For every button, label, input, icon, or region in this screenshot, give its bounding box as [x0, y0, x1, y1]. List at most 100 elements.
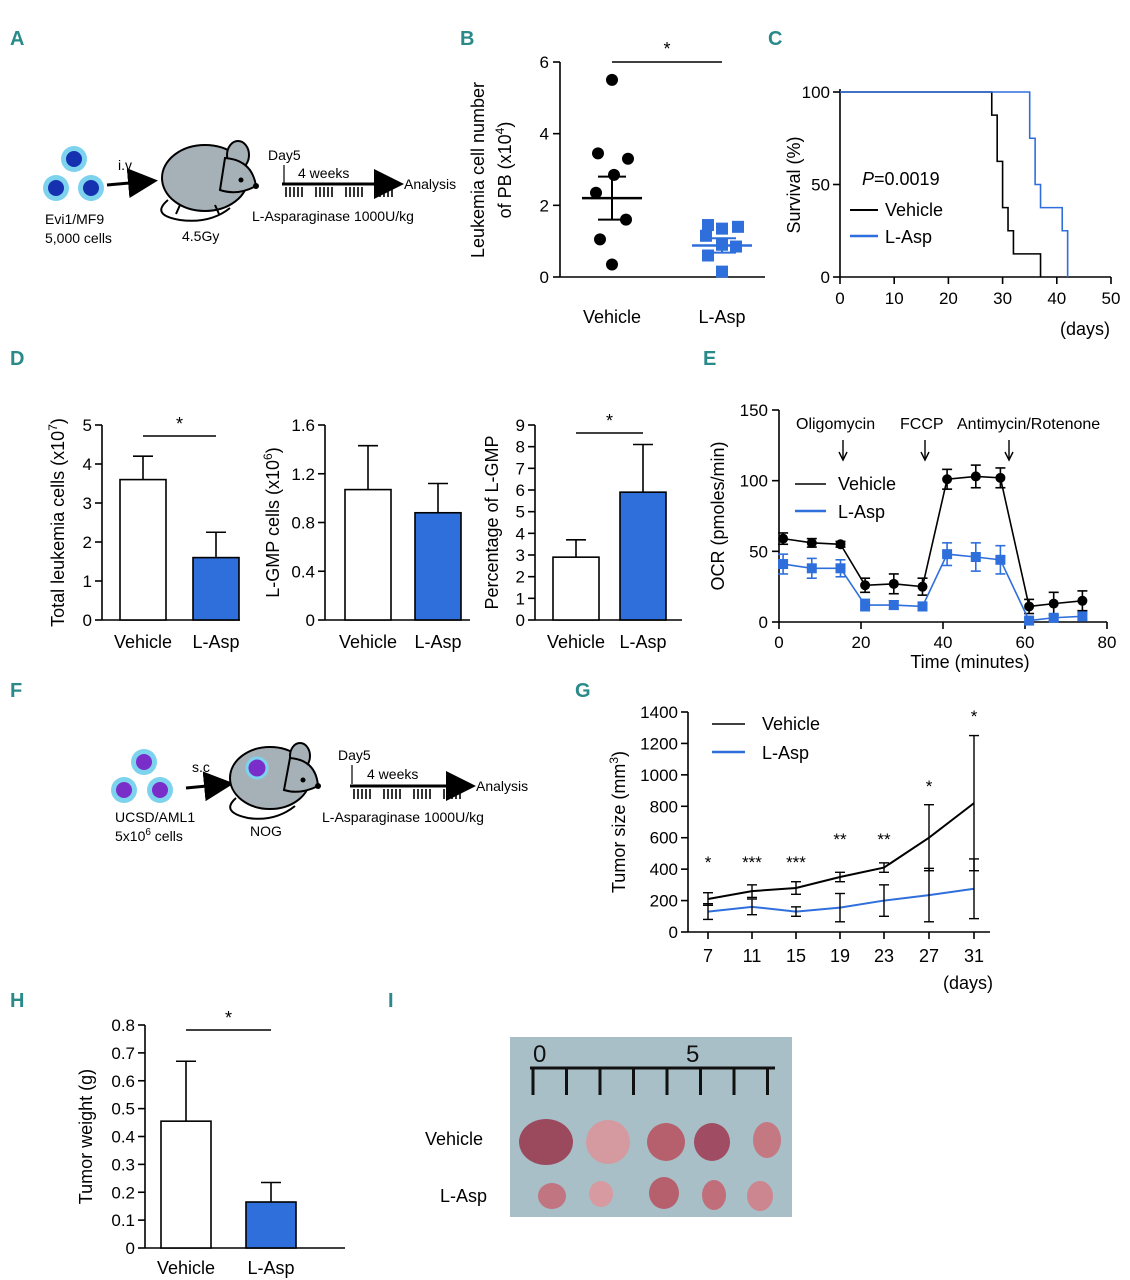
dose-ticks-a — [285, 187, 393, 197]
lasp-point — [1024, 615, 1035, 626]
ruler-label-0: 0 — [533, 1041, 546, 1068]
cells-count-f: 5x106 cells — [115, 827, 183, 844]
x-axis-label: Time (minutes) — [910, 652, 1029, 672]
legend-label-lasp: L-Asp — [838, 502, 885, 522]
y-axis-label-close: ) — [48, 418, 68, 424]
lasp-bar — [192, 556, 240, 621]
y-tick-label: 0 — [126, 1239, 135, 1258]
y-tick-label: 7 — [516, 459, 525, 478]
lasp-point — [702, 249, 714, 262]
legend-label-vehicle: Vehicle — [885, 200, 943, 220]
y-axis-label-line1: Leukemia cell number — [468, 82, 488, 258]
y-tick-label: 1.2 — [291, 465, 315, 484]
lasp-bar — [619, 491, 667, 621]
lasp-survival-curve — [840, 91, 1069, 277]
vehicle-point — [835, 539, 846, 550]
y-tick-label: 2 — [83, 533, 92, 552]
lasp-point — [716, 222, 728, 235]
vehicle-point — [594, 233, 606, 246]
x-tick-label: 10 — [885, 289, 904, 308]
significance-label: *** — [742, 853, 762, 872]
vehicle-bar — [552, 556, 600, 621]
irradiation-label-a: 4.5Gy — [182, 228, 219, 244]
y-tick-label: 5 — [83, 416, 92, 435]
y-tick-label: 200 — [650, 892, 678, 911]
lasp-point — [995, 554, 1006, 565]
y-axis-label: L-GMP cells (x106) — [261, 447, 283, 597]
y-tick-label: 0 — [83, 611, 92, 630]
y-tick-label: 2 — [516, 568, 525, 587]
injection-arrow-a — [106, 168, 158, 199]
y-axis-label-line2-close: ) — [495, 122, 515, 128]
y-tick-label: 0 — [669, 923, 678, 942]
y-tick-label: 3 — [516, 546, 525, 565]
panel-label-c: C — [768, 28, 782, 50]
y-tick-label: 150 — [740, 401, 768, 420]
lasp-point — [970, 551, 981, 562]
y-tick-label: 6 — [516, 481, 525, 500]
chart-d2: 0 0.4 0.8 1.2 1.6 Vehicle L-Asp L-GMP cells (x1… — [261, 416, 470, 652]
vehicle-point — [942, 474, 953, 485]
y-axis-label-line2-exp: 4 — [493, 127, 507, 134]
panel-label-a: A — [10, 28, 24, 50]
y-tick-label: 1400 — [640, 703, 678, 722]
treatment-label-f: L-Asparaginase 1000U/kg — [322, 809, 484, 825]
schematic-f: UCSD/AML1 5x106 cells s.c NOG Day5 4 wee… — [111, 742, 528, 844]
annotation-antimycin-rotenone: Antimycin/Rotenone — [957, 416, 1100, 433]
vehicle-point — [622, 152, 634, 165]
vehicle-survival-curve — [840, 91, 1042, 277]
cells-count-f-base: 5x10 — [115, 828, 146, 844]
y-tick-label: 0 — [540, 268, 549, 287]
legend-label-vehicle: Vehicle — [838, 474, 896, 494]
vehicle-point — [1077, 595, 1088, 606]
x-tick-label: 20 — [939, 289, 958, 308]
x-tick-label: 50 — [1102, 289, 1121, 308]
lasp-point — [917, 601, 928, 612]
x-tick-label: L-Asp — [247, 1258, 294, 1278]
y-tick-label: 6 — [540, 53, 549, 72]
vehicle-tumors — [519, 1119, 781, 1165]
injection-arrow-head — [1004, 451, 1014, 462]
significance-label: * — [176, 414, 183, 434]
lasp-point — [860, 600, 871, 611]
panel-label-f: F — [10, 680, 22, 702]
y-tick-label: 2 — [540, 196, 549, 215]
pvalue-italic: P — [862, 169, 874, 189]
duration-label-a: 4 weeks — [298, 165, 349, 181]
y-tick-label: 0.1 — [111, 1211, 135, 1230]
vehicle-ocr-line — [782, 475, 1083, 608]
significance-label: * — [225, 1008, 232, 1028]
y-tick-label: 800 — [650, 797, 678, 816]
day-label-a: Day5 — [268, 147, 301, 163]
chart-e: 0 50 100 150 0 20 40 60 80 Time (minutes) OCR (pmo… — [708, 401, 1116, 672]
y-tick-label: 50 — [749, 542, 768, 561]
y-axis-label-close: ) — [609, 751, 629, 757]
cells-count-f-unit: cells — [151, 828, 183, 844]
lasp-tumors — [538, 1177, 773, 1211]
photo-label-lasp: L-Asp — [440, 1186, 487, 1206]
lasp-ocr-line — [782, 553, 1083, 622]
y-axis-label-line2: of PB (x104) — [493, 122, 515, 219]
x-tick-label: 27 — [919, 946, 939, 966]
ruler-label-5: 5 — [686, 1041, 699, 1068]
chart-g: 0 200 400 600 800 1000 1200 1400 7 11 15 19 23 27 31 (d… — [607, 703, 993, 993]
panel-label-d: D — [10, 348, 24, 370]
significance-label: * — [663, 39, 670, 59]
y-tick-label: 400 — [650, 860, 678, 879]
y-axis-label-exp: 7 — [46, 424, 60, 431]
y-tick-label: 1000 — [640, 766, 678, 785]
y-axis-label: Total leukemia cells (x107) — [46, 418, 68, 627]
y-tick-label: 0.4 — [291, 562, 315, 581]
mouse-icon-f — [229, 742, 321, 820]
y-axis-label: Tumor size (mm3) — [607, 751, 629, 893]
vehicle-point — [970, 471, 981, 482]
cells-count-f-exp: 6 — [145, 827, 151, 838]
y-axis-label: Survival (%) — [784, 136, 804, 233]
vehicle-bar — [344, 488, 392, 621]
treatment-label-a: L-Asparaginase 1000U/kg — [252, 208, 414, 224]
lasp-point — [702, 219, 714, 232]
y-tick-label: 0.6 — [111, 1072, 135, 1091]
y-tick-label: 0.3 — [111, 1155, 135, 1174]
